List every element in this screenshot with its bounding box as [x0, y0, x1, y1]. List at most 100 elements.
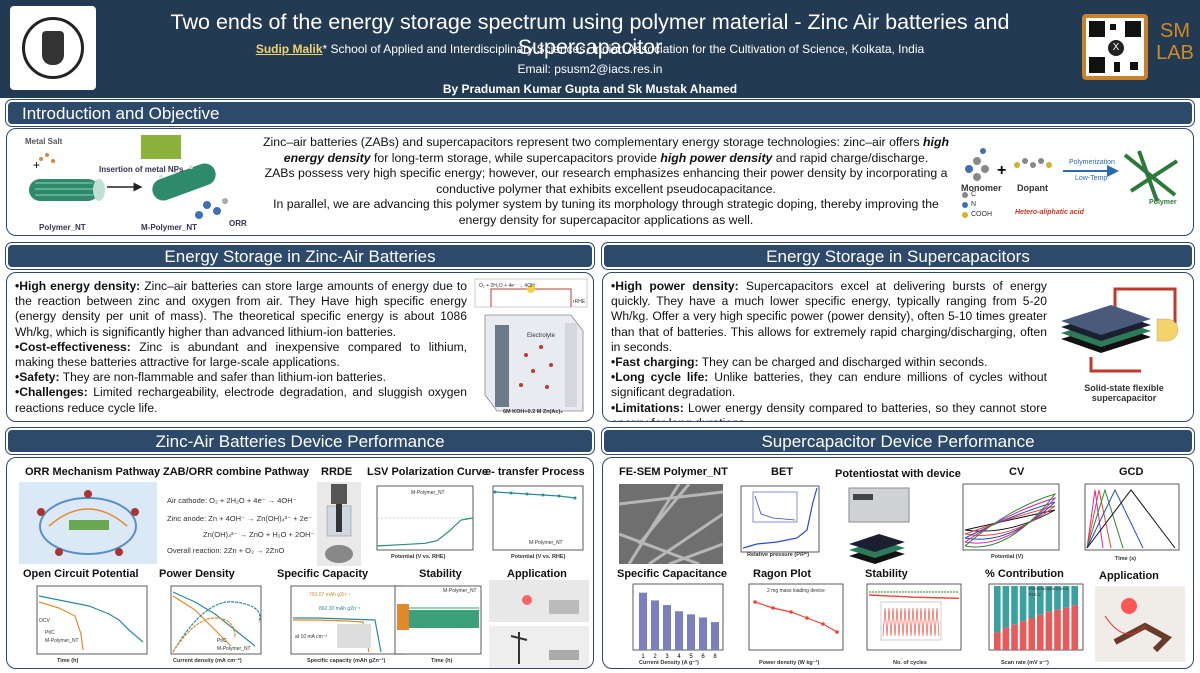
sc-perf-panel: FE-SEM Polymer_NT BET Potentiostat with … — [602, 457, 1194, 669]
et-x-label: Potential (V vs. RHE) — [511, 554, 566, 560]
pseudocapacitance-bar — [1071, 586, 1078, 606]
pd-legend-ptc: Pt/C — [217, 638, 227, 644]
pseudocapacitance-bar — [1028, 586, 1035, 618]
cv-label: CV — [1009, 466, 1025, 478]
zab-heading-bar: Energy Storage in Zinc-Air Batteries — [6, 243, 594, 269]
sp-capacitance-tick: 3 — [665, 654, 669, 660]
specific-capacity-chart — [290, 585, 406, 655]
e-transfer-chart — [492, 485, 584, 551]
sem-inset — [141, 135, 181, 159]
pseudocapacitance-bar — [1011, 586, 1018, 625]
metal-salt-label: Metal Salt — [25, 137, 63, 146]
lsv-label: LSV Polarization Curve — [367, 466, 489, 478]
sc-note-1: 793.07 mAh gZn⁻¹ — [309, 592, 351, 598]
koh-label: 6M KOH+0.2 M Zn(Ac)₂ — [503, 409, 563, 415]
intro-heading: Introduction and Objective — [22, 104, 220, 123]
orr-spheres — [195, 198, 228, 219]
e-transfer-label: e- transfer Process — [485, 466, 585, 478]
sp-capacitance-bar — [711, 622, 719, 650]
zinc-air-cell-figure — [474, 278, 588, 412]
specific-capacity-label: Specific Capacity — [277, 568, 369, 580]
et-legend: M-Polymer_NT — [529, 540, 563, 546]
rag-x-label: Power density (W kg⁻¹) — [759, 660, 820, 666]
ragone-chart — [748, 583, 844, 651]
polymer-label: Polymer — [1149, 199, 1177, 206]
con-legend-pseudo: Pseudocapacitance — [1029, 586, 1069, 591]
potentiostat-label: Potentiostat with device — [835, 468, 961, 480]
gcd-x-label: Time (s) — [1115, 556, 1136, 562]
sc-panel: •High power density: Supercapacitors exc… — [602, 272, 1194, 422]
orr-mechanism-label: ORR Mechanism Pathway — [25, 466, 161, 478]
fesem-label: FE-SEM Polymer_NT — [619, 466, 728, 478]
stability-retention-line — [868, 594, 960, 599]
x-social-icon: X — [1108, 40, 1124, 56]
polymerization-figure: + — [962, 148, 1179, 218]
pseudocapacitance-bar — [1019, 586, 1027, 622]
sc-x-label: Specific capacity (mAh gZn⁻¹) — [307, 658, 386, 664]
author-name: Sudip Malik — [255, 42, 323, 56]
orr-label: ORR — [229, 219, 247, 228]
nanotube-synthesis-figure: + — [29, 135, 228, 219]
zab-perf-panel: ORR Mechanism Pathway ZAB/ORR combine Pa… — [6, 457, 594, 669]
gcd-label: GCD — [1119, 466, 1144, 478]
ocp-ptc-line — [38, 601, 84, 651]
sc-text: •High power density: Supercapacitors exc… — [611, 279, 1047, 421]
hetero-label: Hetero-aliphatic acid — [1015, 209, 1084, 216]
cv-chart — [962, 483, 1060, 551]
ocp-mpolymer-line — [38, 595, 144, 643]
intro-heading-bar: Introduction and Objective — [6, 100, 1194, 126]
edlc-bar — [1019, 621, 1027, 650]
orr-mechanism-figure — [19, 482, 157, 564]
sc-heading-bar: Energy Storage in Supercapacitors — [602, 243, 1194, 269]
fesem-image — [619, 484, 723, 564]
power-density-chart — [170, 585, 262, 655]
sc-perf-heading-bar: Supercapacitor Device Performance — [602, 428, 1194, 454]
rag-legend: 2 mg mass loading device — [767, 588, 825, 594]
dopant-label: Dopant — [1017, 183, 1048, 193]
lsv-series-line — [376, 517, 474, 547]
ocp-note: OCV — [39, 618, 50, 624]
m-polymer-nt-label: M-Polymer_NT — [141, 223, 198, 232]
contribution-label: % Contribution — [985, 568, 1064, 580]
pd-x-label: Current density (mA cm⁻²) — [173, 658, 242, 664]
carbon-legend: C — [971, 191, 977, 198]
qr-code[interactable]: X — [1082, 14, 1148, 80]
zab-application-photos — [489, 580, 589, 668]
author-line: Sudip Malik* School of Applied and Inter… — [110, 42, 1070, 56]
sp-capacitance-tick: 8 — [713, 654, 717, 660]
sp-capacitance-tick: 4 — [677, 654, 681, 660]
rhe-label: rRHE — [573, 299, 586, 305]
sp-capacitance-tick: 2 — [653, 654, 657, 660]
reaction-anode: Zinc anode: Zn + 4OH⁻ → Zn(OH)₄²⁻ + 2e⁻ — [167, 514, 312, 523]
low-temp-label: Low-Temp — [1075, 175, 1108, 182]
bet-x-label: Relative pressure (P/P⁰) — [747, 552, 810, 558]
application-label: Application — [507, 568, 567, 580]
edlc-bar — [994, 632, 1001, 650]
sp-capacitance-label: Specific Capacitance — [617, 568, 728, 580]
sp-capacitance-bar — [639, 592, 647, 650]
svg-text:+: + — [33, 158, 40, 172]
sp-capacitance-bar — [699, 617, 707, 650]
sc-heading: Energy Storage in Supercapacitors — [766, 247, 1030, 266]
pd-legend-mpoly: M-Polymer_NT — [217, 646, 251, 652]
sc-note-3: at 10 mA cm⁻² — [295, 634, 328, 640]
con-legend-edlc: EDLC — [1029, 592, 1042, 597]
ocp-legend-ptc: Pt/C — [45, 630, 55, 636]
cv-x-label: Potential (V) — [991, 554, 1024, 560]
edlc-bar — [1062, 607, 1070, 650]
edlc-bar — [1002, 627, 1010, 650]
reaction-zincate: Zn(OH)₄²⁻ → ZnO + H₂O + 2OH⁻ — [203, 530, 315, 539]
zab-panel: •High energy density: Zinc–air batteries… — [6, 272, 594, 422]
reaction-overall: Overall reaction: 2Zn + O₂ → 2ZnO — [167, 546, 285, 555]
supercapacitor-figure — [1061, 287, 1179, 373]
intro-panel: + Metal Salt Insertion of metal NPs Poly… — [6, 128, 1194, 236]
pseudocapacitance-bar — [1054, 586, 1061, 610]
m-polymer-nt-tube — [152, 163, 216, 201]
lsv-chart — [376, 485, 474, 551]
cell-reaction: O₂ + 2H₂O + 4e⁻ → 4OH⁻ — [479, 283, 538, 289]
zab-perf-heading: Zinc-Air Batteries Device Performance — [155, 432, 445, 451]
bet-label: BET — [771, 466, 793, 478]
zab-perf-heading-bar: Zinc-Air Batteries Device Performance — [6, 428, 594, 454]
poster-title: Two ends of the energy storage spectrum … — [170, 10, 1010, 59]
zab-orr-pathway-label: ZAB/ORR combine Pathway — [163, 466, 310, 478]
